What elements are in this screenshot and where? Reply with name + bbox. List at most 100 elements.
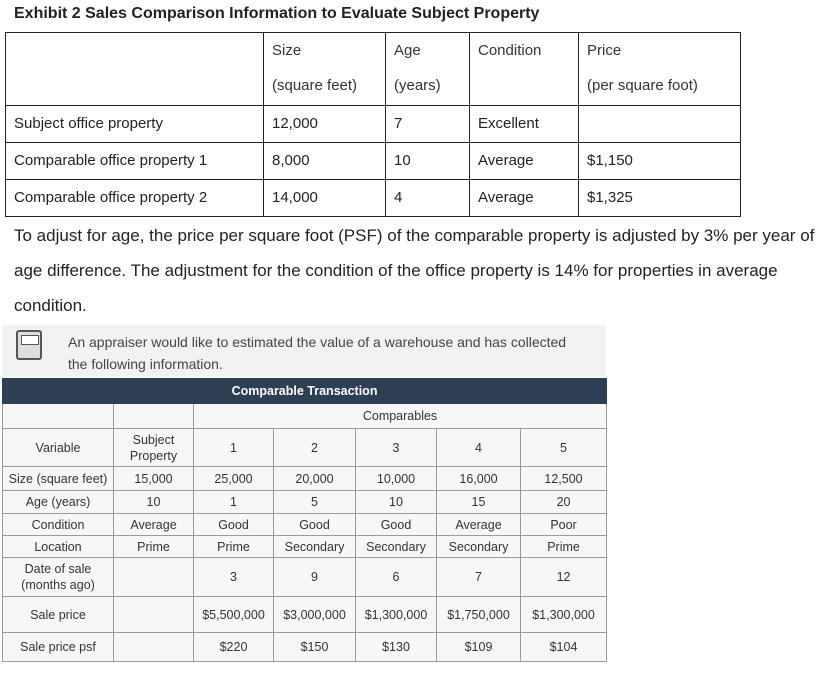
exhibit-table: Size (square feet) Age (years) Condition Pric… (5, 32, 741, 217)
cell: 8,000 (263, 142, 386, 180)
cell: Prime (519, 535, 608, 558)
cell: Sale price psf (2, 632, 114, 662)
cell: Secondary (355, 535, 437, 558)
cell: $3,000,000 (273, 596, 356, 633)
cell: $220 (193, 632, 274, 662)
header-cell: 1 (193, 428, 274, 467)
group-header: Comparables (192, 403, 608, 429)
cell: 15 (436, 490, 521, 514)
cell: $109 (436, 632, 521, 662)
cell: Sale price (2, 596, 114, 633)
row: Sale price psf $220 $150 $130 $109 $104 (2, 632, 608, 662)
cell: Comparable office property 1 (5, 142, 264, 180)
cell: 10 (355, 490, 437, 514)
row: Age (years) 10 1 5 10 15 20 (2, 490, 608, 514)
cell: 14,000 (263, 179, 386, 217)
exhibit-title: Exhibit 2 Sales Comparison Information t… (14, 5, 540, 22)
cell: $130 (355, 632, 437, 662)
cell: 10 (385, 142, 470, 180)
cell: Excellent (469, 105, 579, 143)
row: Location Prime Prime Secondary Secondary Seco… (2, 535, 608, 558)
cell (578, 105, 741, 143)
group-row: Comparables (2, 403, 608, 429)
cell: Average (469, 179, 579, 217)
cell: Condition (2, 513, 114, 536)
cell: Good (355, 513, 437, 536)
header-line: (years) (394, 77, 441, 94)
cell: $1,750,000 (436, 596, 521, 633)
cell: 7 (385, 105, 470, 143)
cell: Size (square feet) (2, 466, 114, 491)
row: Size (square feet) 15,000 25,000 20,000 10,0… (2, 466, 608, 491)
cell: $1,325 (578, 179, 741, 217)
cell: 5 (273, 490, 356, 514)
row: Condition Average Good Good Good Average Poor (2, 513, 608, 536)
cell: $1,300,000 (519, 596, 608, 633)
cell: 12,500 (519, 466, 608, 491)
header-line: (square feet) (272, 77, 358, 94)
header-cell: Price (per square foot) (578, 32, 741, 106)
cell: $1,300,000 (355, 596, 437, 633)
cell: $104 (519, 632, 608, 662)
cell: Date of sale (months ago) (2, 557, 114, 597)
header-line: (per square foot) (587, 77, 698, 94)
cell: Average (436, 513, 521, 536)
cell: 1 (193, 490, 274, 514)
cell: Location (2, 535, 114, 558)
cell: 7 (436, 557, 521, 597)
header-cell: 5 (519, 428, 608, 467)
header-cell: Age (years) (385, 32, 470, 106)
cell: Good (193, 513, 274, 536)
cell (113, 557, 194, 597)
header-cell: Subject Property (113, 428, 194, 467)
header-line: Condition (478, 42, 542, 59)
cell: 3 (193, 557, 274, 597)
cell: Prime (113, 535, 194, 558)
cell: 6 (355, 557, 437, 597)
header-cell: 2 (273, 428, 356, 467)
row: Comparable office property 2 14,000 4 Avera… (5, 179, 741, 217)
cell: 15,000 (113, 466, 194, 491)
comparable-table: Comparable Transaction Comparables Variabl… (1, 378, 608, 662)
cell (113, 596, 194, 633)
question-intro: An appraiser would like to estimated the… (68, 334, 567, 372)
cell: Poor (519, 513, 608, 536)
cell: Subject office property (5, 105, 264, 143)
header-cell (5, 32, 264, 106)
row: Sale price $5,500,000 $3,000,000 $1,300,000… (2, 596, 608, 633)
header-cell: 4 (436, 428, 521, 467)
cell: 12,000 (263, 105, 386, 143)
cell: 20,000 (273, 466, 356, 491)
row: Date of sale (months ago) 3 9 6 7 12 (2, 557, 608, 597)
cell (113, 403, 194, 429)
title-row: Comparable Transaction (1, 378, 608, 404)
cell: 12 (519, 557, 608, 597)
header-cell: Size (square feet) (263, 32, 386, 106)
header-row: Variable Subject Property 1 2 3 4 5 (2, 428, 608, 467)
cell: Average (469, 142, 579, 180)
cell: Age (years) (2, 490, 114, 514)
calculator-icon (16, 330, 42, 360)
cell: 16,000 (436, 466, 521, 491)
paragraph: To adjust for age, the price per square … (14, 226, 815, 315)
cell: Average (113, 513, 194, 536)
header-line: Price (587, 42, 622, 59)
header-row: Size (square feet) Age (years) Condition Pric… (5, 32, 741, 106)
question-box: An appraiser would like to estimated the… (2, 325, 606, 377)
cell: $1,150 (578, 142, 741, 180)
header-line: Age (394, 42, 421, 59)
cell: Secondary (436, 535, 521, 558)
cell: 25,000 (193, 466, 274, 491)
cell: $5,500,000 (193, 596, 274, 633)
header-line: Size (272, 42, 302, 59)
cell: 9 (273, 557, 356, 597)
cell: 20 (519, 490, 608, 514)
header-cell: Variable (2, 428, 114, 467)
cell: Prime (193, 535, 274, 558)
cell: Secondary (273, 535, 356, 558)
table-title: Comparable Transaction (1, 378, 608, 404)
cell: 10,000 (355, 466, 437, 491)
cell (2, 403, 114, 429)
cell: Comparable office property 2 (5, 179, 264, 217)
